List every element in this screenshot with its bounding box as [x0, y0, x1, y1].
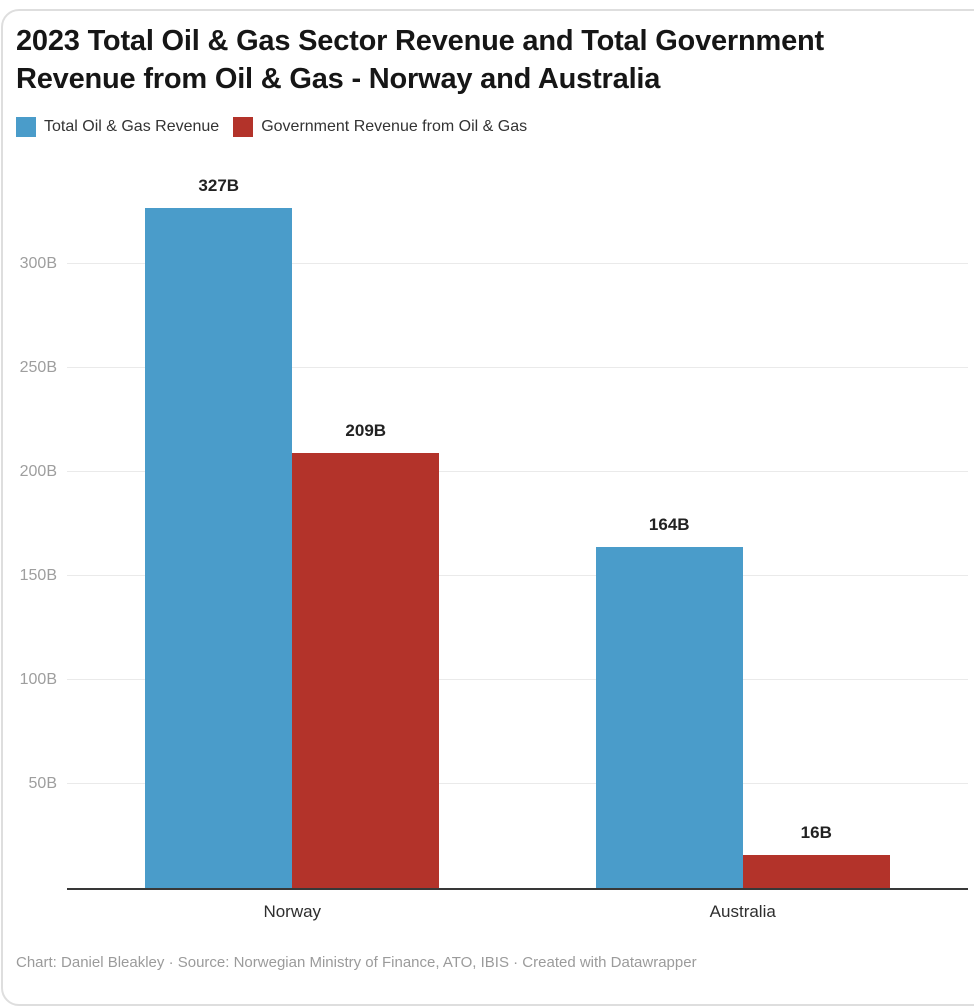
chart-title-line-2: Revenue from Oil & Gas - Norway and Aust… [16, 63, 661, 95]
bar-norway-total-revenue: 327B [145, 176, 293, 888]
bar-group-australia: 164B 16B [595, 515, 890, 888]
gridline-300B [67, 262, 968, 264]
y-tick-label-150B: 150B [19, 566, 57, 584]
legend-swatch-blue [16, 117, 36, 137]
legend-label-government-revenue: Government Revenue from Oil & Gas [261, 118, 528, 135]
y-tick-label-50B: 50B [28, 774, 57, 792]
gridline-50B [67, 782, 968, 784]
bar-value-label-norway-1: 209B [345, 421, 387, 441]
x-category-label-australia: Australia [709, 902, 776, 921]
y-tick-label-200B: 200B [19, 462, 57, 480]
gridline-200B [67, 470, 968, 472]
legend-item-total-oil-gas-revenue: Total Oil & Gas Revenue [16, 117, 219, 137]
gridline-250B [67, 366, 968, 368]
bar-australia-total-revenue: 164B [595, 515, 743, 888]
y-tick-label-250B: 250B [19, 358, 57, 376]
bar-group-norway: 327B 209B [145, 176, 440, 888]
gridline-150B [67, 574, 968, 576]
bar-value-label-australia-0: 164B [648, 514, 690, 534]
x-category-label-norway: Norway [263, 902, 322, 921]
chart-title-line-1: 2023 Total Oil & Gas Sector Revenue and … [16, 25, 825, 57]
chart-title: 2023 Total Oil & Gas Sector Revenue and … [16, 22, 966, 98]
legend-label-total-oil-gas-revenue: Total Oil & Gas Revenue [44, 118, 220, 135]
bar-norway-government-revenue: 209B [292, 421, 440, 888]
legend-item-government-revenue: Government Revenue from Oil & Gas [233, 117, 527, 137]
gridline-100B [67, 678, 968, 680]
bar-australia-government-revenue: 16B [742, 823, 890, 888]
plot-area: 50B 100B 150B 200B 250B 300B 327B 209B Norway 164… [20, 170, 968, 921]
bar-value-label-australia-1: 16B [800, 822, 832, 842]
y-tick-label-300B: 300B [19, 254, 57, 272]
legend: Total Oil & Gas Revenue Government Reven… [16, 117, 527, 137]
bar-chart: 50B 100B 150B 200B 250B 300B 327B 209B Norway 164… [0, 170, 974, 960]
chart-attribution: Chart: Daniel Bleakley · Source: Norwegi… [16, 954, 697, 971]
legend-swatch-red [233, 117, 254, 137]
y-tick-label-100B: 100B [19, 670, 57, 688]
bar-value-label-norway-0: 327B [198, 175, 240, 195]
